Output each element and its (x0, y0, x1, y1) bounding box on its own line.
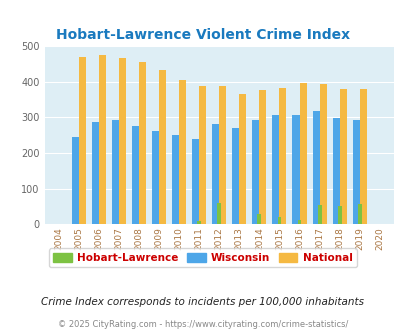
Bar (139, 62, 146, 224)
Legend: Hobart-Lawrence, Wisconsin, National: Hobart-Lawrence, Wisconsin, National (49, 248, 356, 267)
Bar (332, 118, 339, 224)
Bar (232, 128, 239, 224)
Text: Hobart-Lawrence Violent Crime Index: Hobart-Lawrence Violent Crime Index (56, 28, 349, 42)
Bar (151, 131, 159, 224)
Bar (92, 122, 98, 224)
Text: Crime Index corresponds to incidents per 100,000 inhabitants: Crime Index corresponds to incidents per… (41, 297, 364, 307)
Bar (299, 82, 306, 224)
Bar (239, 94, 246, 224)
Bar (179, 80, 185, 224)
Bar (259, 90, 266, 224)
Bar (98, 55, 106, 224)
Bar (339, 89, 346, 224)
Bar (192, 139, 199, 224)
Bar (277, 217, 281, 224)
Bar (317, 205, 321, 224)
Bar (197, 221, 200, 224)
Bar (257, 214, 261, 224)
Bar (119, 58, 126, 224)
Bar (112, 120, 119, 224)
Bar (337, 206, 341, 224)
Bar (72, 137, 79, 224)
Bar (199, 86, 206, 224)
Bar (132, 126, 139, 224)
Bar (319, 84, 326, 224)
Bar (272, 115, 279, 224)
Bar (79, 57, 85, 224)
Bar (172, 135, 179, 224)
Bar (357, 204, 361, 224)
Bar (292, 115, 299, 224)
Bar (279, 87, 286, 224)
Bar (212, 124, 219, 224)
Bar (359, 89, 366, 224)
Text: © 2025 CityRating.com - https://www.cityrating.com/crime-statistics/: © 2025 CityRating.com - https://www.city… (58, 319, 347, 329)
Bar (352, 119, 359, 224)
Bar (312, 112, 319, 224)
Bar (297, 220, 301, 224)
Bar (252, 120, 259, 224)
Bar (217, 203, 221, 224)
Bar (159, 70, 166, 224)
Bar (219, 86, 226, 224)
